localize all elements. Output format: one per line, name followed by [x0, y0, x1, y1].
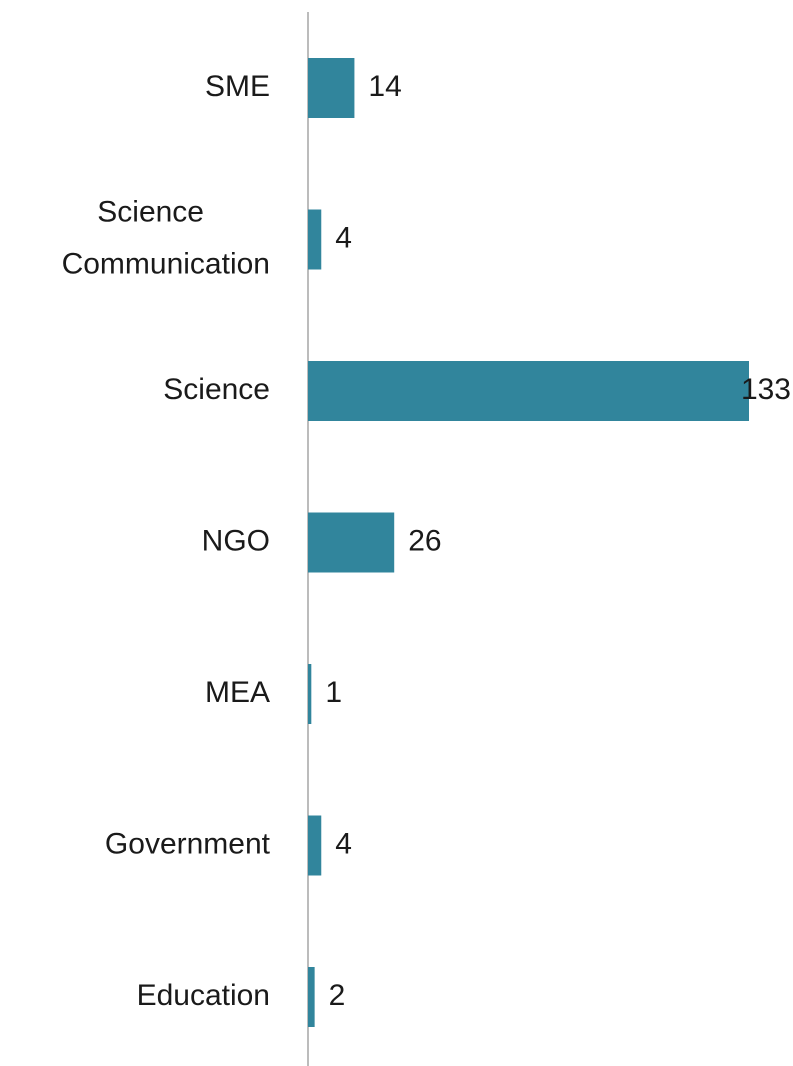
bar — [308, 967, 315, 1027]
bar — [308, 361, 749, 421]
bar — [308, 58, 355, 118]
bar — [308, 512, 395, 573]
bar — [308, 664, 312, 724]
value-label: 2 — [329, 979, 346, 1012]
category-label: Education — [137, 979, 270, 1012]
category-label: MEA — [205, 676, 270, 709]
bar — [308, 209, 322, 270]
value-label: 14 — [368, 70, 401, 103]
category-label: Government — [105, 827, 271, 860]
value-label: 133 — [741, 373, 791, 406]
category-label: NGO — [202, 524, 270, 557]
category-label: Science — [163, 373, 270, 406]
value-label: 1 — [325, 676, 342, 709]
value-label: 26 — [408, 524, 441, 557]
bar — [308, 815, 322, 876]
value-label: 4 — [335, 827, 352, 860]
value-label: 4 — [335, 221, 352, 254]
category-label: SME — [205, 70, 270, 103]
category-label: Science Communication — [53, 195, 270, 280]
